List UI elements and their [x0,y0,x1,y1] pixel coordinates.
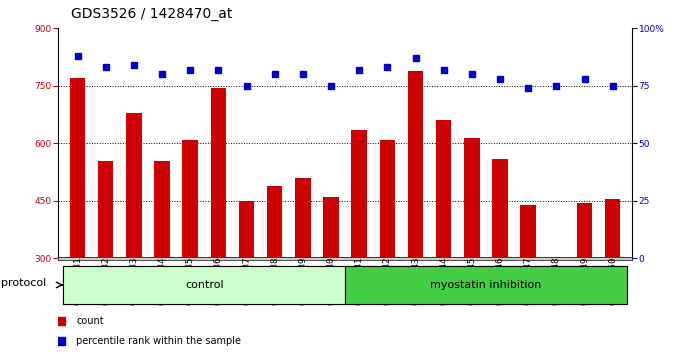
Bar [267,185,282,258]
Text: GSM344635: GSM344635 [186,257,194,305]
Text: GSM344640: GSM344640 [326,257,335,305]
Bar [63,266,345,304]
Text: GSM344644: GSM344644 [439,257,448,305]
Text: GSM344636: GSM344636 [214,257,223,305]
Text: percentile rank within the sample: percentile rank within the sample [76,336,241,346]
Text: GSM344639: GSM344639 [299,257,307,305]
Text: GSM344648: GSM344648 [552,257,561,305]
Text: GSM344649: GSM344649 [580,257,589,305]
Text: GSM344641: GSM344641 [355,257,364,305]
Text: GSM344650: GSM344650 [608,257,617,305]
Bar [464,138,479,258]
Text: GSM344634: GSM344634 [158,257,167,305]
Bar [323,197,339,258]
Bar [70,78,85,258]
Text: GSM344633: GSM344633 [129,257,138,305]
Bar [408,70,423,258]
Bar [98,161,114,258]
Bar [577,203,592,258]
Bar [126,113,141,258]
Text: GSM344637: GSM344637 [242,257,251,305]
Bar [345,266,627,304]
Bar [295,178,311,258]
Bar [352,130,367,258]
Bar [605,199,620,258]
Text: myostatin inhibition: myostatin inhibition [430,280,542,290]
Text: count: count [76,316,104,326]
Bar [379,139,395,258]
Bar [182,139,198,258]
Text: GSM344632: GSM344632 [101,257,110,305]
Bar [436,120,452,258]
Text: GSM344643: GSM344643 [411,257,420,305]
Text: GDS3526 / 1428470_at: GDS3526 / 1428470_at [71,7,233,21]
Text: GSM344646: GSM344646 [496,257,505,305]
Bar [154,161,170,258]
FancyBboxPatch shape [63,266,627,304]
Text: protocol: protocol [1,278,46,288]
Text: GSM344631: GSM344631 [73,257,82,305]
Text: GSM344645: GSM344645 [467,257,477,305]
Bar [239,201,254,258]
Bar [549,257,564,258]
Text: control: control [185,280,224,290]
Text: GSM344647: GSM344647 [524,257,532,305]
Bar [492,159,508,258]
Bar [520,205,536,258]
Text: GSM344638: GSM344638 [270,257,279,305]
Bar [211,88,226,258]
Text: GSM344642: GSM344642 [383,257,392,305]
